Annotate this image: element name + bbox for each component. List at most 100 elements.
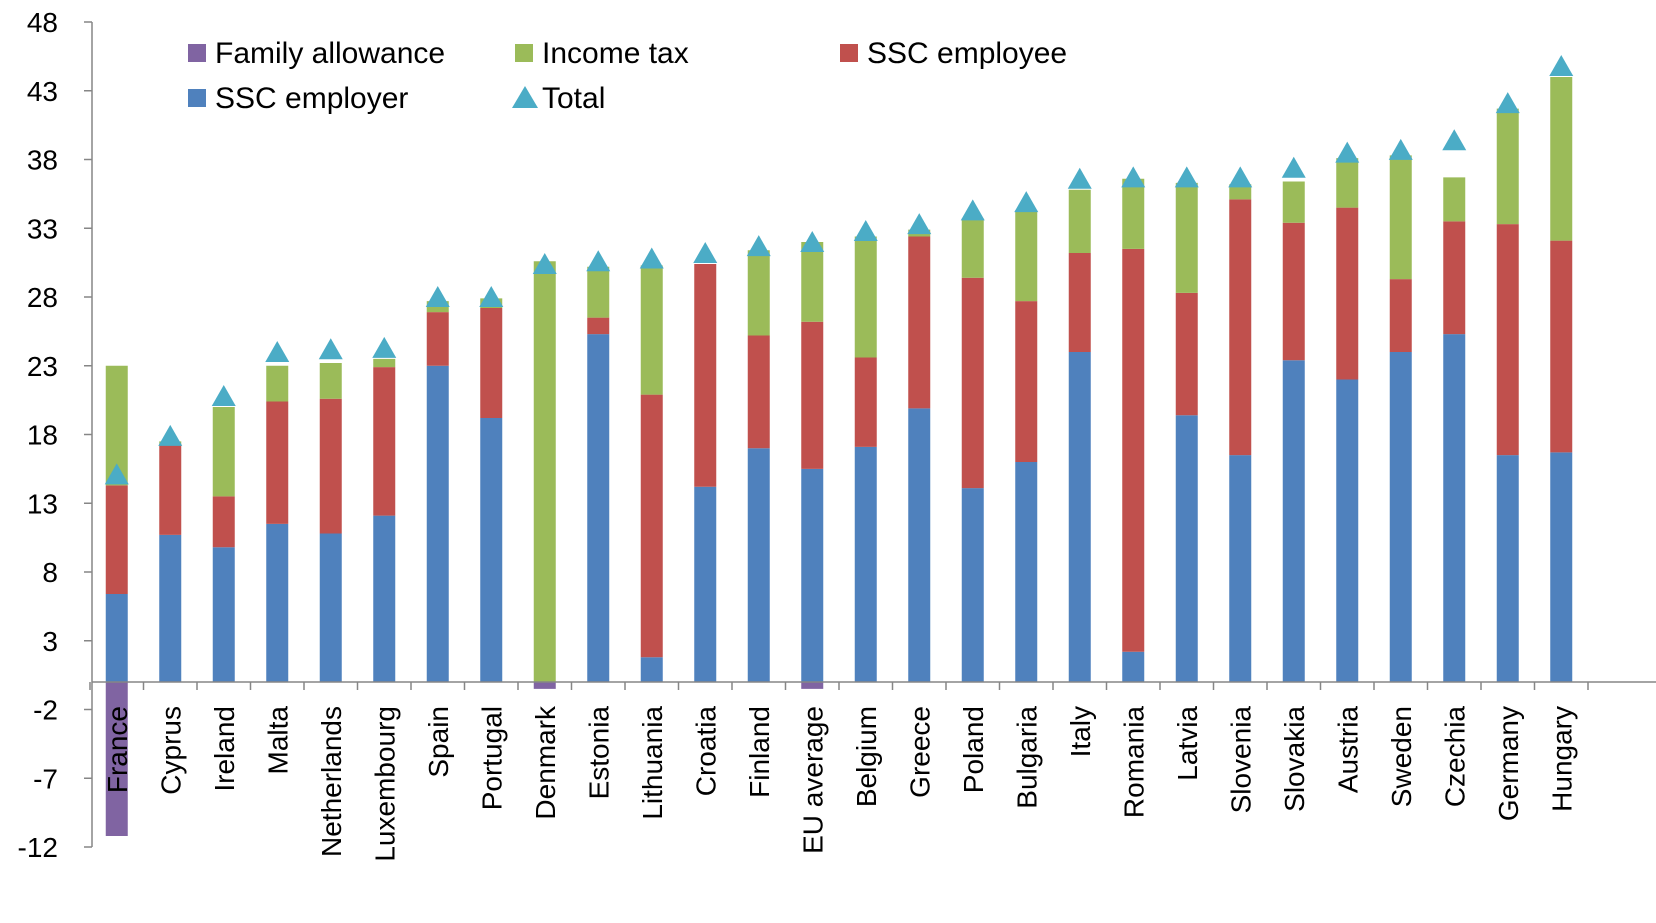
x-category-label: Austria <box>1332 706 1363 794</box>
total-marker <box>104 463 129 485</box>
total-marker <box>1121 166 1146 188</box>
bar-ssc-employer <box>1443 334 1466 682</box>
total-marker <box>853 220 878 241</box>
bar-income-tax <box>854 236 877 358</box>
bar-income-tax <box>533 261 556 682</box>
total-marker <box>1281 156 1306 178</box>
bar-income-tax <box>961 218 984 278</box>
y-tick-label: -2 <box>33 695 58 726</box>
x-category-label: Cyprus <box>155 706 186 795</box>
total-markers <box>104 55 1574 485</box>
bar-income-tax <box>1229 184 1252 200</box>
x-category-label: Slovenia <box>1225 706 1256 814</box>
bar-ssc-employer <box>1175 415 1198 682</box>
bar-ssc-employee <box>266 401 289 524</box>
bar-ssc-employee <box>1068 253 1091 352</box>
total-marker <box>639 247 664 269</box>
bar-ssc-employer <box>159 534 182 682</box>
total-marker <box>1442 129 1467 151</box>
bar-ssc-employer <box>1282 360 1305 682</box>
bar-income-tax <box>587 266 610 318</box>
x-category-label: Malta <box>262 706 293 775</box>
bar-family-allowance <box>533 682 556 689</box>
bar-ssc-employee <box>640 394 663 658</box>
bar-ssc-employer <box>854 446 877 682</box>
total-marker <box>1495 92 1520 114</box>
y-tick-label: -7 <box>33 763 58 794</box>
bar-income-tax <box>1015 210 1038 302</box>
bar-income-tax <box>1496 108 1519 225</box>
total-marker <box>372 336 397 358</box>
x-category-label: Croatia <box>690 706 721 797</box>
total-marker <box>1335 141 1360 163</box>
x-axis-category-labels: France Cyprus Ireland Malta Netherlands Luxem… <box>102 705 1578 862</box>
bar-income-tax <box>1443 177 1466 222</box>
total-marker <box>800 231 825 252</box>
x-category-label: Bulgaria <box>1011 706 1042 809</box>
bar-ssc-employer <box>373 515 396 682</box>
bar-ssc-employee <box>159 444 182 535</box>
total-marker <box>1174 166 1199 188</box>
total-marker <box>1014 191 1039 213</box>
bar-income-tax <box>640 265 663 395</box>
bar-ssc-employee <box>961 277 984 489</box>
x-category-label: France <box>102 706 133 793</box>
x-category-label: Finland <box>744 706 775 798</box>
bar-ssc-employer <box>640 657 663 682</box>
total-marker <box>265 341 290 362</box>
y-tick-label: 13 <box>27 488 58 519</box>
legend-swatch <box>188 44 206 62</box>
bar-ssc-employer <box>1068 352 1091 682</box>
bar-ssc-employer <box>319 533 342 682</box>
x-category-label: Belgium <box>851 706 882 807</box>
bar-ssc-employee <box>1015 301 1038 462</box>
legend-swatch <box>840 44 858 62</box>
total-marker <box>960 199 985 221</box>
bar-ssc-employer <box>694 486 717 682</box>
legend-swatch <box>515 44 533 62</box>
legend: Family allowance Income tax SSC employee SS… <box>188 37 1067 115</box>
x-category-label: Denmark <box>530 705 561 820</box>
total-marker <box>586 250 611 272</box>
x-category-label: Germany <box>1493 706 1524 821</box>
total-marker <box>211 385 236 406</box>
legend-label: Total <box>542 82 605 115</box>
x-category-label: Latvia <box>1172 706 1203 781</box>
bar-ssc-employee <box>480 308 503 418</box>
total-marker <box>479 286 504 307</box>
x-category-label: EU average <box>797 706 828 854</box>
bar-ssc-employee <box>694 264 717 487</box>
bar-ssc-employee <box>426 312 449 366</box>
legend-label: Family allowance <box>215 37 445 70</box>
legend-label: SSC employee <box>867 37 1067 70</box>
bar-ssc-employer <box>266 523 289 682</box>
bar-ssc-employee <box>587 317 610 335</box>
x-category-label: Sweden <box>1386 706 1417 807</box>
total-marker <box>1067 167 1092 189</box>
bar-ssc-employer <box>426 365 449 682</box>
legend-label: SSC employer <box>215 82 408 115</box>
bar-ssc-employee <box>1389 279 1412 352</box>
x-category-label: Netherlands <box>316 706 347 857</box>
bar-ssc-employer <box>1389 352 1412 682</box>
x-category-label: Estonia <box>583 706 614 800</box>
bar-ssc-employer <box>801 468 824 682</box>
y-tick-label: 8 <box>42 557 58 588</box>
x-category-label: Czechia <box>1439 706 1470 808</box>
total-marker <box>532 253 557 274</box>
bar-ssc-employee <box>105 485 128 594</box>
bar-ssc-employee <box>801 321 824 469</box>
bar-ssc-employer <box>480 418 503 682</box>
bar-income-tax <box>801 242 824 322</box>
bar-ssc-employee <box>908 236 931 409</box>
x-category-label: Poland <box>958 706 989 793</box>
y-tick-label: 38 <box>27 145 58 176</box>
bar-ssc-employer <box>961 488 984 682</box>
x-category-label: Italy <box>1065 706 1096 757</box>
axes <box>84 21 1656 848</box>
y-tick-label: 43 <box>27 76 58 107</box>
x-category-label: Hungary <box>1546 706 1577 812</box>
bar-income-tax <box>266 365 289 402</box>
